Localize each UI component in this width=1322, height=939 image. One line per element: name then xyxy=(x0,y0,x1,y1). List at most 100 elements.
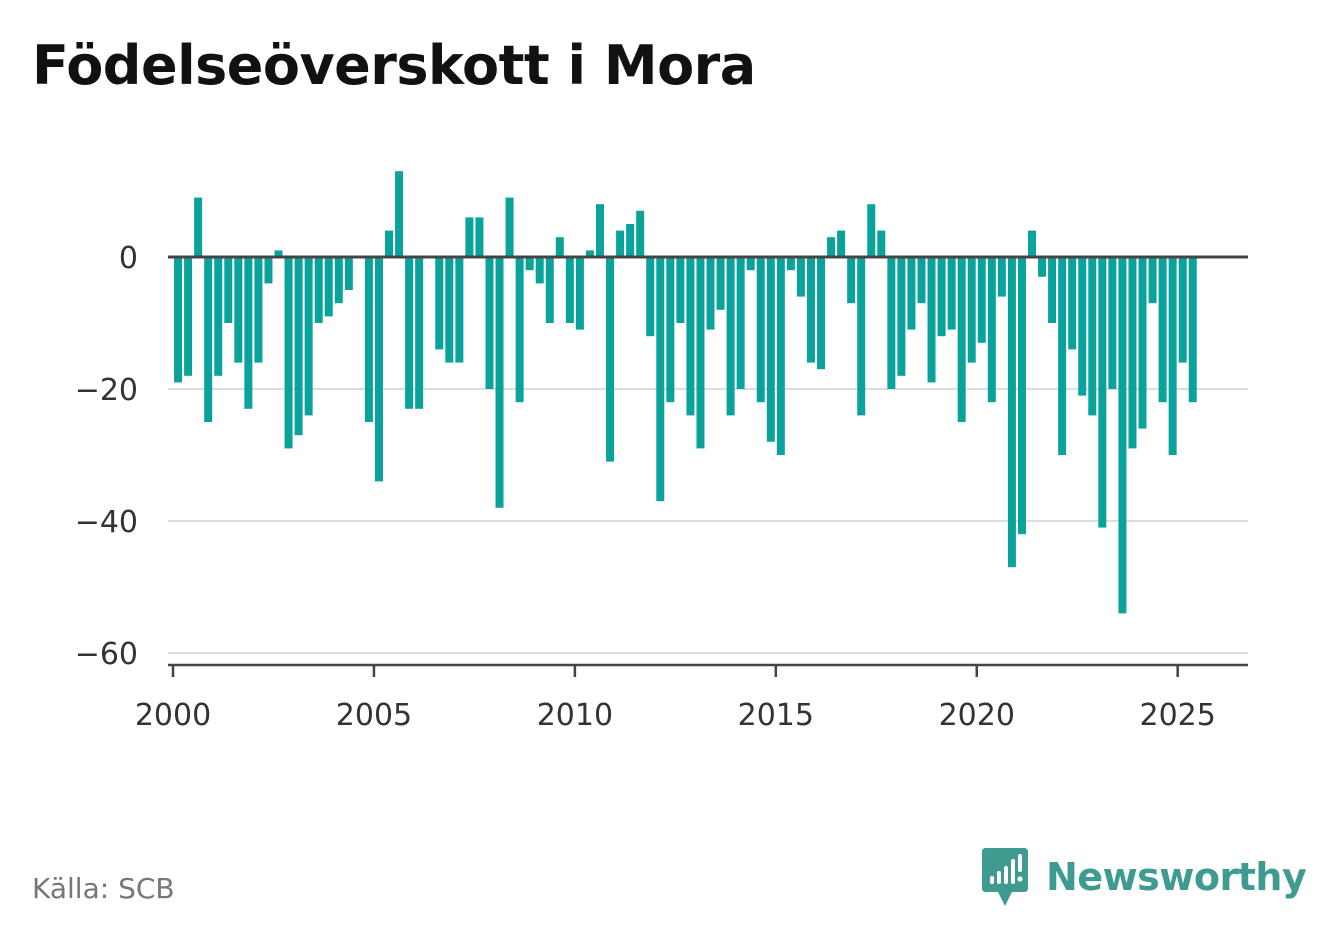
bar xyxy=(806,257,815,363)
bar xyxy=(917,257,926,304)
bar xyxy=(1178,257,1187,363)
bar xyxy=(304,257,313,416)
bar xyxy=(405,257,414,409)
bar xyxy=(324,257,333,317)
axes xyxy=(168,255,1248,677)
bar xyxy=(525,257,534,271)
bar xyxy=(1058,257,1067,455)
bar xyxy=(204,257,213,422)
bar xyxy=(606,257,615,462)
bar xyxy=(234,257,243,363)
bar xyxy=(857,257,866,416)
bar xyxy=(1068,257,1077,350)
bar xyxy=(515,257,524,403)
bar xyxy=(555,237,564,257)
x-tick-label: 2000 xyxy=(135,698,211,733)
chart-title: Födelseöverskott i Mora xyxy=(32,34,756,97)
bar xyxy=(907,257,916,330)
bar xyxy=(184,257,193,376)
bar xyxy=(736,257,745,389)
bar xyxy=(364,257,373,422)
bar-series xyxy=(174,171,1197,614)
bar xyxy=(244,257,253,409)
bar xyxy=(847,257,856,304)
bar xyxy=(575,257,584,330)
bar xyxy=(1148,257,1157,304)
bar xyxy=(927,257,936,383)
bar xyxy=(485,257,494,389)
x-tick-label: 2020 xyxy=(939,698,1015,733)
x-tick-label: 2005 xyxy=(336,698,412,733)
bar xyxy=(616,230,625,257)
bar xyxy=(194,197,203,257)
bar xyxy=(174,257,183,383)
source-note: Källa: SCB xyxy=(32,872,175,905)
brand-logo[interactable]: Newsworthy xyxy=(980,846,1307,908)
bar xyxy=(726,257,735,416)
bar xyxy=(1098,257,1107,528)
bar xyxy=(746,257,755,271)
bar xyxy=(565,257,574,323)
bar xyxy=(867,204,876,257)
bar xyxy=(877,230,886,257)
y-tick-label: −20 xyxy=(75,373,138,408)
grid-lines xyxy=(168,388,1248,654)
bar xyxy=(1138,257,1147,429)
bar xyxy=(1128,257,1137,449)
y-tick-label: −60 xyxy=(75,637,138,672)
bar xyxy=(495,257,504,508)
bar xyxy=(937,257,946,337)
bar xyxy=(465,217,474,257)
bar xyxy=(535,257,544,284)
bar xyxy=(1168,257,1177,455)
bar xyxy=(334,257,343,304)
bar xyxy=(686,257,695,416)
tick-labels: 0 −20 −40 −60 2000 2005 2010 2015 2020 2025 xyxy=(75,241,1216,733)
bar xyxy=(1028,230,1036,257)
bar xyxy=(1038,257,1047,277)
x-tick-label: 2025 xyxy=(1139,698,1215,733)
bar xyxy=(455,257,464,363)
bar xyxy=(967,257,976,363)
bar xyxy=(636,210,645,257)
bar xyxy=(214,257,223,376)
bar xyxy=(827,237,836,257)
bar xyxy=(1088,257,1097,416)
bar xyxy=(545,257,554,323)
bar xyxy=(505,197,514,257)
bar xyxy=(947,257,956,330)
bar xyxy=(666,257,675,403)
bar xyxy=(786,257,795,271)
bar xyxy=(887,257,896,389)
bar xyxy=(1078,257,1087,396)
bar xyxy=(766,257,775,442)
bar xyxy=(596,204,604,257)
bar xyxy=(696,257,705,449)
bar xyxy=(756,257,765,403)
bar xyxy=(987,257,996,403)
bar xyxy=(415,257,424,409)
bar xyxy=(435,257,444,350)
bar xyxy=(837,230,846,257)
bar xyxy=(445,257,454,363)
bar-chart-speech-bubble-icon xyxy=(982,848,1028,906)
bar xyxy=(1017,257,1026,535)
x-tick-label: 2010 xyxy=(537,698,613,733)
bar xyxy=(385,230,394,257)
bar xyxy=(957,257,966,422)
bar xyxy=(264,257,273,284)
bar xyxy=(817,257,826,370)
bar xyxy=(656,257,665,502)
bar xyxy=(716,257,725,310)
brand-name: Newsworthy xyxy=(1046,855,1307,899)
bar xyxy=(585,250,594,257)
bar xyxy=(1108,257,1117,389)
bar xyxy=(1158,257,1167,403)
bar xyxy=(224,257,233,323)
bar xyxy=(676,257,685,323)
bar xyxy=(997,257,1006,297)
bar xyxy=(897,257,906,376)
bar xyxy=(626,224,635,257)
bar xyxy=(1118,257,1127,614)
